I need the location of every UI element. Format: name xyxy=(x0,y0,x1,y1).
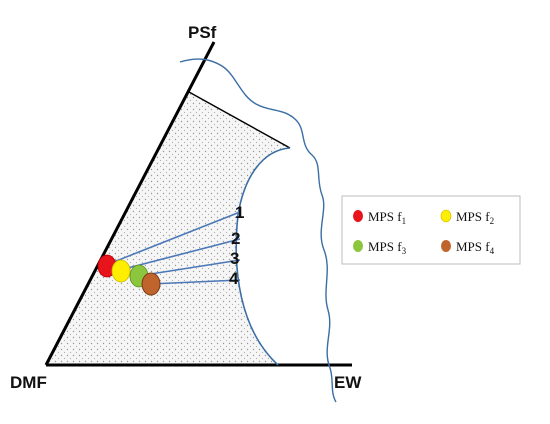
legend-item-3: MPS f3 xyxy=(353,239,407,256)
legend-box xyxy=(341,195,521,265)
point-4 xyxy=(141,272,161,296)
vertex-label-top: PSf xyxy=(188,23,217,42)
legend-swatch-4 xyxy=(441,240,451,252)
legend-label-2: MPS f2 xyxy=(456,209,494,226)
vertex-label-right: EW xyxy=(334,373,362,392)
tie-label-2: 2 xyxy=(231,229,240,248)
legend-item-2: MPS f2 xyxy=(440,209,494,226)
legend-item-1: MPS f1 xyxy=(353,209,406,226)
legend: MPS f1 MPS f2 MPS f3 MPS f4 xyxy=(341,195,521,265)
tie-label-4: 4 xyxy=(229,269,239,288)
tie-line-1 xyxy=(105,211,241,266)
point-2 xyxy=(111,259,131,283)
tie-lines xyxy=(105,211,241,285)
tie-line-4 xyxy=(149,279,241,285)
upper-tie-line xyxy=(188,91,291,149)
vertex-label-left: DMF xyxy=(10,373,47,392)
legend-swatch-3 xyxy=(353,240,363,252)
legend-item-4: MPS f4 xyxy=(441,239,495,256)
triangle-left-edge xyxy=(44,41,216,366)
two-phase-region xyxy=(46,92,290,365)
legend-swatch-2 xyxy=(440,209,452,223)
tie-label-3: 3 xyxy=(230,249,239,268)
legend-label-4: MPS f4 xyxy=(456,239,495,256)
legend-label-1: MPS f1 xyxy=(368,209,406,226)
composition-points xyxy=(97,254,161,296)
legend-label-3: MPS f3 xyxy=(368,239,407,256)
legend-swatch-1 xyxy=(353,210,363,222)
tie-label-1: 1 xyxy=(235,203,244,222)
binodal-curve xyxy=(235,147,291,366)
wavy-boundary xyxy=(179,58,337,403)
tie-line-3 xyxy=(137,259,241,277)
